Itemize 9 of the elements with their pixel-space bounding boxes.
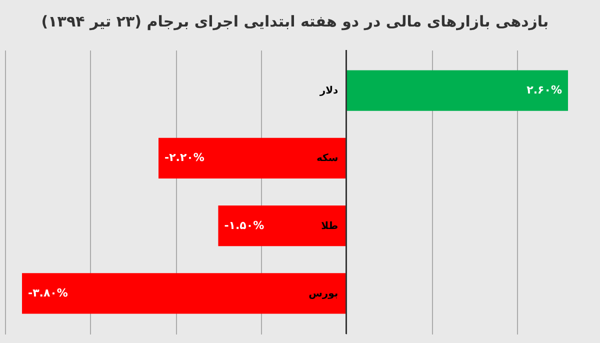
data-label: -۳.۸۰% xyxy=(28,286,68,300)
y-tick-label: بورس xyxy=(308,288,338,300)
chart-title: بازدهی بازارهای مالی در دو هفته ابتدایی اجرای برجام (۲۳ تیر ۱۳۹۴) xyxy=(41,12,549,30)
data-label: -۱.۵۰% xyxy=(224,218,264,232)
data-label: ۲.۶۰% xyxy=(526,84,562,97)
data-label: -۲.۲۰% xyxy=(164,151,204,164)
y-tick-label: طلا xyxy=(321,220,338,232)
y-tick-label: دلار xyxy=(318,86,338,97)
y-tick-label: سکه xyxy=(316,153,338,164)
